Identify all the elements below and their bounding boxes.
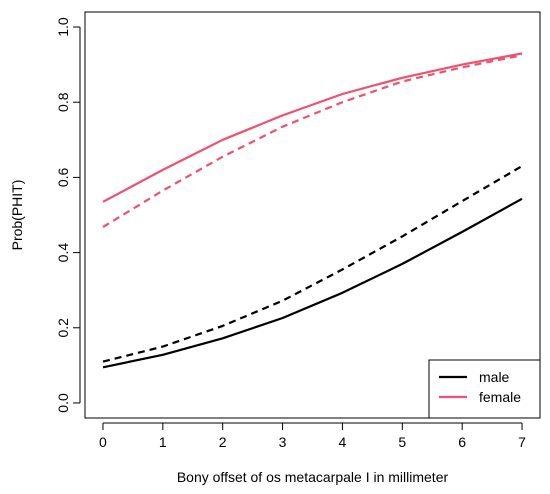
series-lines [102, 52, 523, 369]
x-tick-label: 7 [518, 434, 526, 450]
legend-box [428, 359, 541, 419]
y-tick-label: 0.8 [55, 92, 71, 112]
y-tick-label: 0.6 [55, 167, 71, 187]
x-tick-label: 0 [99, 434, 107, 450]
series-line-female-dashed [102, 54, 523, 228]
legend-label-male: male [479, 369, 510, 385]
y-tick-label: 0.0 [55, 393, 71, 413]
x-tick-label: 4 [339, 434, 347, 450]
y-axis: 0.0 0.2 0.4 0.6 0.8 1.0 [55, 17, 81, 413]
y-tick-label: 1.0 [55, 17, 71, 37]
legend-label-female: female [479, 389, 521, 405]
series-line-male-dashed [102, 165, 523, 363]
x-axis: 0 1 2 3 4 5 6 7 [99, 422, 526, 450]
y-axis-label: Prob(PHIT) [9, 180, 25, 251]
x-axis-label: Bony offset of os metacarpale I in milli… [177, 469, 449, 485]
y-tick-label: 0.4 [55, 243, 71, 263]
series-line-male-solid [102, 197, 523, 369]
plot-frame [84, 11, 541, 419]
x-tick-label: 2 [219, 434, 227, 450]
legend: male female [428, 359, 541, 419]
y-tick-label: 0.2 [55, 318, 71, 338]
x-tick-label: 3 [279, 434, 287, 450]
x-tick-label: 5 [398, 434, 406, 450]
x-tick-label: 1 [159, 434, 167, 450]
x-tick-label: 6 [458, 434, 466, 450]
series-line-female-solid [102, 52, 523, 203]
